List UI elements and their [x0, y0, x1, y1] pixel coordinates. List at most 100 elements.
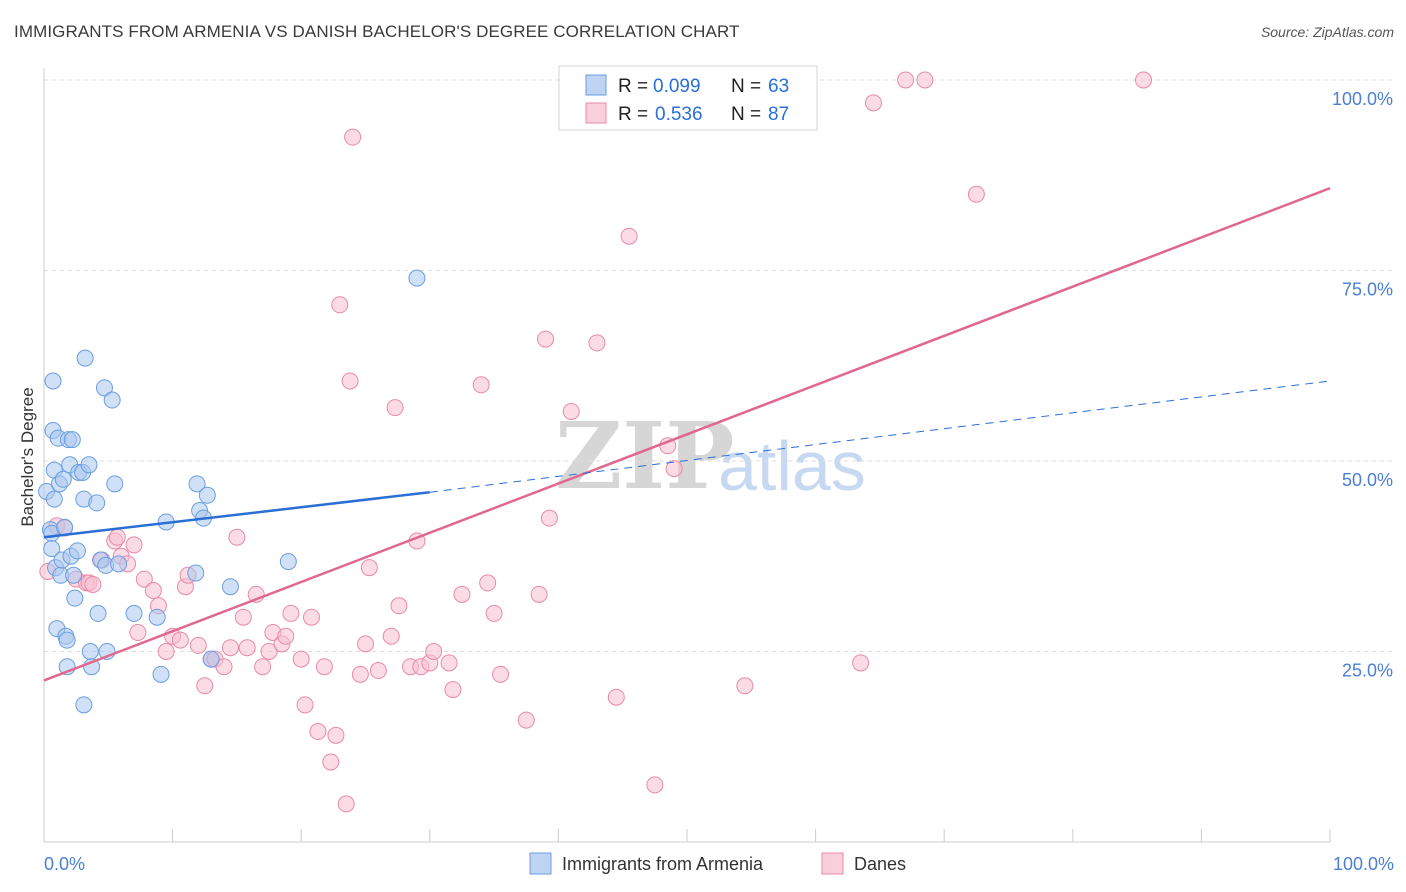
- armenia-point: [43, 540, 61, 558]
- y-tick-label-75: 75.0%: [1342, 280, 1393, 300]
- danes-point: [315, 658, 333, 676]
- armenia-point: [408, 269, 426, 287]
- danes-point: [254, 658, 272, 676]
- armenia-point: [66, 589, 84, 607]
- armenia-point: [103, 391, 121, 409]
- bottom-legend-blue-swatch: [529, 852, 552, 875]
- armenia-point: [89, 604, 107, 622]
- armenia-point: [110, 555, 128, 573]
- y-tick-label-25: 25.0%: [1342, 661, 1393, 681]
- danes-point: [479, 574, 497, 592]
- danes-point: [620, 227, 638, 245]
- danes-point: [537, 330, 555, 348]
- watermark-zip: ZIP: [555, 402, 734, 510]
- danes-point: [171, 631, 189, 649]
- legend-pink-n-label: N =: [731, 104, 761, 125]
- danes-point: [386, 399, 404, 417]
- armenia-point: [63, 431, 81, 449]
- armenia-trend-line: [43, 491, 430, 539]
- armenia-point: [152, 665, 170, 683]
- danes-point: [967, 185, 985, 203]
- armenia-trend-line-extrapolated: [429, 380, 1331, 493]
- danes-point: [453, 585, 471, 603]
- armenia-point: [75, 696, 93, 714]
- danes-point: [196, 677, 214, 695]
- danes-point: [425, 643, 443, 660]
- bottom-legend-armenia: Immigrants from Armenia: [562, 854, 764, 874]
- legend-pink-r-value: 0.536: [655, 104, 703, 125]
- legend-pink-swatch: [585, 102, 607, 124]
- armenia-point: [80, 456, 98, 474]
- danes-point: [360, 559, 378, 577]
- x-axis-ticks: [43, 829, 1331, 842]
- danes-point: [189, 636, 207, 654]
- danes-point: [517, 711, 535, 729]
- armenia-point: [45, 490, 63, 508]
- danes-point: [327, 726, 345, 744]
- danes-point: [292, 650, 310, 668]
- armenia-point: [202, 650, 220, 668]
- danes-point: [607, 688, 625, 706]
- armenia-point: [54, 470, 72, 488]
- danes-point: [228, 528, 246, 546]
- danes-point: [540, 509, 558, 527]
- danes-trend-line: [43, 187, 1331, 682]
- danes-point: [260, 643, 278, 660]
- y-tick-labels: 25.0% 50.0% 75.0% 100.0%: [1332, 89, 1393, 681]
- danes-point: [322, 753, 340, 771]
- armenia-point: [221, 578, 239, 596]
- danes-point: [277, 627, 295, 645]
- armenia-point: [188, 475, 206, 493]
- danes-point: [530, 585, 548, 603]
- danes-point: [665, 460, 683, 478]
- danes-point: [144, 582, 162, 600]
- armenia-point: [81, 643, 99, 660]
- danes-point: [129, 623, 147, 641]
- danes-point: [736, 677, 754, 695]
- armenia-point: [88, 494, 106, 512]
- armenia-point: [106, 475, 124, 493]
- danes-point: [369, 662, 387, 680]
- danes-point: [344, 128, 362, 146]
- danes-point: [916, 71, 934, 89]
- danes-point: [337, 795, 355, 813]
- source-label: Source: ZipAtlas.com: [1260, 24, 1394, 40]
- danes-point: [125, 536, 143, 554]
- armenia-point: [125, 604, 143, 622]
- armenia-point: [65, 566, 83, 584]
- danes-point: [864, 94, 882, 112]
- danes-point: [588, 334, 606, 352]
- trend-lines: [43, 187, 1331, 682]
- danes-point: [351, 665, 369, 683]
- danes-point: [485, 604, 503, 622]
- danes-point: [215, 658, 233, 676]
- armenia-point: [58, 631, 76, 649]
- danes-point: [646, 776, 664, 794]
- legend-pink-r-label: R =: [618, 104, 648, 125]
- chart-title: IMMIGRANTS FROM ARMENIA VS DANISH BACHEL…: [14, 22, 740, 41]
- legend-blue-n-label: N =: [731, 76, 761, 97]
- armenia-point: [148, 608, 166, 626]
- danes-point: [492, 665, 510, 683]
- legend-blue-r-value: 0.099: [653, 76, 701, 97]
- danes-point: [341, 372, 359, 390]
- danes-point: [562, 402, 580, 420]
- watermark-atlas: atlas: [718, 427, 866, 505]
- legend-blue-n-value: 63: [768, 76, 789, 97]
- danes-point: [309, 723, 327, 741]
- bottom-legend-danes: Danes: [854, 854, 906, 874]
- danes-point: [440, 654, 458, 672]
- danes-point: [135, 570, 153, 588]
- legend-top: R = 0.099 N = 63 R = 0.536 N = 87: [558, 65, 818, 131]
- legend-blue-r-label: R =: [618, 76, 648, 97]
- danes-point: [472, 376, 490, 394]
- danes-point: [84, 575, 102, 593]
- danes-point: [390, 597, 408, 615]
- danes-point: [357, 635, 374, 653]
- danes-point: [444, 681, 462, 699]
- armenia-point: [279, 553, 297, 571]
- danes-point: [897, 71, 915, 89]
- armenia-point: [68, 542, 86, 560]
- grid-lines: [44, 79, 1394, 652]
- danes-point: [1135, 71, 1153, 89]
